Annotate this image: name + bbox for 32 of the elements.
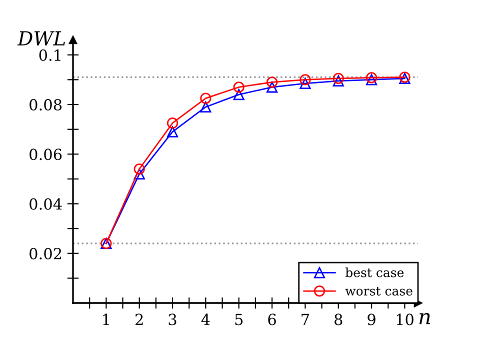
x-tick-label: 7 [302, 314, 309, 326]
y-tick-label: 0.04 [30, 198, 62, 210]
point [134, 163, 145, 175]
point [200, 101, 212, 113]
x-tick-label: 10 [396, 314, 414, 326]
x-tick-label: 8 [334, 314, 342, 326]
y-tick-label: 0.06 [30, 148, 62, 160]
point [266, 76, 278, 88]
x-tick-label: 5 [235, 314, 243, 326]
y-tick-label: 0.02 [30, 248, 62, 260]
legend-label: worst case [345, 286, 412, 296]
point [166, 126, 178, 138]
x-axis-title: n [419, 312, 430, 324]
point [300, 78, 311, 89]
x-tick-label: 6 [268, 314, 276, 326]
x-tick-label: 4 [201, 314, 210, 326]
point [300, 74, 311, 86]
x-tick-label: 1 [103, 314, 109, 326]
x-tick-label: 3 [168, 314, 176, 326]
y-tick-label: 0.08 [30, 98, 62, 111]
point [233, 82, 244, 93]
y-axis-title: DWL [17, 31, 65, 46]
point [200, 92, 212, 104]
x-tick-label: 9 [368, 314, 376, 326]
legend-label: best case [345, 268, 404, 278]
y-tick-label: 0.1 [39, 49, 60, 61]
x-tick-label: 2 [136, 314, 143, 326]
point [233, 89, 244, 100]
point [134, 168, 145, 180]
point [332, 75, 344, 86]
point [166, 118, 178, 129]
point [266, 82, 278, 93]
